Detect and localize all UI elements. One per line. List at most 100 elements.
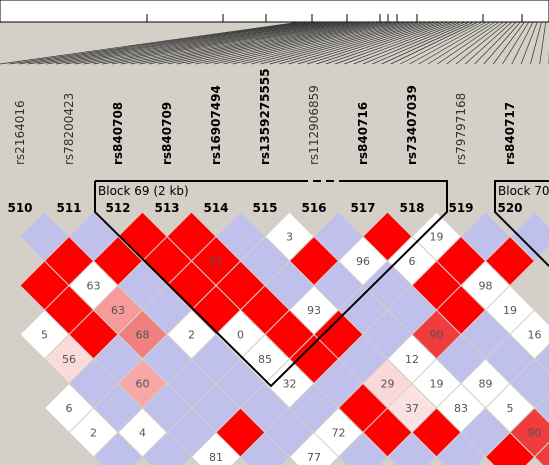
map-connector [279, 21, 428, 65]
map-connector [46, 21, 322, 65]
position-label: 511 [56, 201, 81, 215]
ld-value: 4 [139, 427, 146, 440]
ld-cell [533, 392, 549, 424]
position-labels: 510 511 512 513 514 515 516 517 518 519 520 [7, 201, 522, 215]
ld-cells: 3199196663986393195682090164568512603229… [19, 211, 549, 465]
ld-value: 5 [507, 402, 514, 415]
map-connector [288, 21, 432, 65]
map-connector [27, 21, 313, 65]
marker-label: rs840708 [111, 102, 125, 165]
ld-value: 19 [430, 378, 444, 391]
physical-map [0, 0, 549, 65]
ld-cell [92, 431, 144, 465]
map-connector [120, 21, 356, 65]
map-connector [334, 21, 453, 65]
map-connector [297, 21, 436, 65]
map-connector [399, 21, 483, 65]
map-connector [483, 21, 521, 65]
map-connector [37, 21, 318, 65]
map-connector [158, 21, 373, 65]
ld-value: 12 [405, 353, 419, 366]
ld-cell [386, 431, 438, 465]
marker-label: rs2164016 [13, 100, 27, 165]
ld-value: 2 [188, 329, 195, 342]
ld-value: 19 [503, 304, 517, 317]
map-connector [316, 21, 445, 65]
map-connector [260, 21, 419, 65]
ld-value: 32 [283, 378, 297, 391]
map-connector [176, 21, 381, 65]
map-connector [455, 21, 508, 65]
ld-value: 0 [237, 329, 244, 342]
ld-value: 2 [90, 427, 97, 440]
map-connector [195, 21, 390, 65]
ld-value: 90 [430, 329, 444, 342]
ld-value: 63 [111, 304, 125, 317]
map-connector [65, 21, 330, 65]
marker-label: rs840716 [356, 102, 370, 165]
ld-value: 98 [479, 280, 493, 293]
position-label: 516 [301, 201, 326, 215]
marker-label: rs840717 [503, 102, 517, 165]
ld-value: 93 [307, 304, 321, 317]
ld-value: 85 [258, 353, 272, 366]
map-connector [539, 21, 547, 65]
map-connector [511, 21, 534, 65]
ld-value: 89 [479, 378, 493, 391]
map-connector [446, 21, 504, 65]
map-connector [83, 21, 339, 65]
ld-value: 6 [66, 402, 73, 415]
marker-label: rs73407039 [405, 85, 419, 165]
ld-value: 96 [356, 255, 370, 268]
map-connector [502, 21, 530, 65]
position-label: 512 [105, 201, 130, 215]
ld-value: 37 [405, 402, 419, 415]
map-connector [55, 21, 326, 65]
ld-value: 6 [409, 255, 416, 268]
map-connector [418, 21, 491, 65]
map-connector [139, 21, 364, 65]
map-connector [232, 21, 407, 65]
ld-cell [337, 431, 389, 465]
ld-value: 3 [286, 231, 293, 244]
map-connector [344, 21, 457, 65]
marker-label: rs78200423 [62, 93, 76, 165]
map-connector [390, 21, 479, 65]
ld-value: 77 [307, 451, 321, 464]
position-label: 517 [350, 201, 375, 215]
position-label: 510 [7, 201, 32, 215]
ld-value: 29 [381, 378, 395, 391]
marker-label: rs840709 [160, 102, 174, 165]
marker-labels: rs2164016 rs78200423 rs840708 rs840709 rs169… [13, 68, 517, 165]
map-connector [130, 21, 360, 65]
map-connector [372, 21, 470, 65]
map-connector [269, 21, 423, 65]
ld-value: 90 [528, 427, 542, 440]
map-connector [409, 21, 487, 65]
ld-value: 19 [430, 231, 444, 244]
map-connector [111, 21, 351, 65]
ld-cell [288, 431, 340, 465]
ld-value: 81 [209, 451, 223, 464]
map-bar [0, 0, 549, 23]
map-connector [474, 21, 517, 65]
map-connector [325, 21, 449, 65]
position-label: 513 [154, 201, 179, 215]
position-label: 514 [203, 201, 228, 215]
ld-cell [484, 431, 536, 465]
ld-cell [533, 441, 549, 465]
map-connector [251, 21, 415, 65]
ld-value: 56 [62, 353, 76, 366]
position-label: 520 [497, 201, 522, 215]
map-connector [18, 21, 309, 65]
map-connector [362, 21, 466, 65]
ld-value: 16 [528, 329, 542, 342]
position-label: 519 [448, 201, 473, 215]
ld-value: 5 [41, 329, 48, 342]
ld-cell [239, 431, 291, 465]
marker-label: rs112906859 [307, 85, 321, 165]
map-connector [0, 21, 301, 65]
block-70-outline [494, 180, 549, 267]
map-ticks [146, 14, 523, 22]
map-connector [520, 21, 538, 65]
